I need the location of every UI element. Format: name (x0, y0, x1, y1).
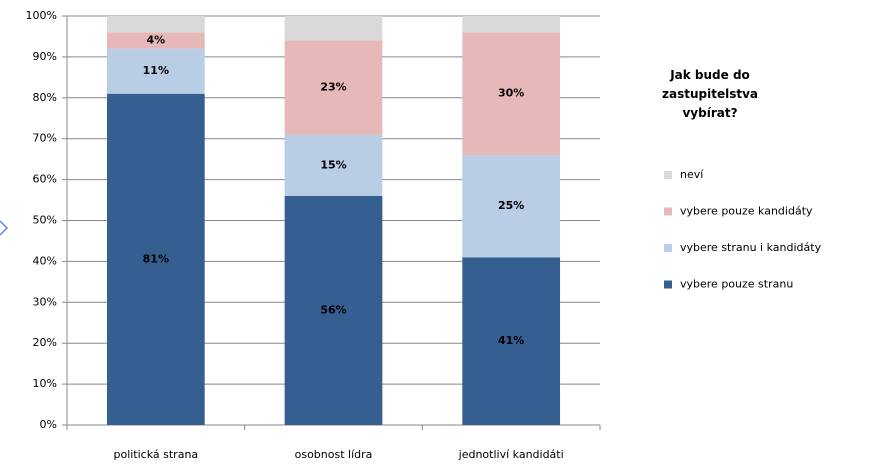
bar-segment (462, 32, 561, 156)
bar-segment (284, 40, 383, 135)
bar-segment (106, 48, 205, 94)
data-label: 15% (320, 158, 346, 171)
y-tick-label: 60% (33, 173, 57, 186)
data-label: 23% (320, 81, 346, 94)
bar-segment (462, 16, 561, 33)
legend-swatch (664, 280, 672, 289)
x-tick-label: politická strana (113, 448, 198, 461)
data-label: 41% (498, 334, 524, 347)
legend-label: neví (680, 168, 704, 181)
x-tick-label: osobnost lídra (295, 448, 373, 461)
y-tick-label: 90% (33, 50, 57, 63)
bar-segment (284, 134, 383, 196)
y-tick-label: 70% (33, 132, 57, 145)
y-tick-label: 100% (26, 9, 57, 22)
legend-swatch (664, 171, 672, 179)
bar-segment (284, 16, 383, 41)
bar-segment (106, 32, 205, 49)
data-label: 25% (498, 199, 524, 212)
bar-segment (106, 93, 205, 426)
legend-label: vybere pouze stranu (680, 278, 793, 291)
legend-swatch (664, 244, 672, 252)
bar-segment (106, 16, 205, 33)
legend-label: vybere pouze kandidáty (680, 205, 813, 218)
data-label: 56% (320, 303, 346, 316)
y-tick-label: 10% (33, 377, 57, 390)
y-tick-label: 80% (33, 91, 57, 104)
y-tick-label: 0% (40, 418, 57, 431)
legend-label: vybere stranu i kandidáty (680, 241, 822, 254)
data-label: 81% (143, 252, 169, 265)
y-tick-label: 20% (33, 336, 57, 349)
data-label: 30% (498, 87, 524, 100)
legend-swatch (664, 207, 672, 216)
bar-segment (462, 155, 561, 258)
y-tick-label: 40% (33, 254, 57, 267)
data-label: 11% (143, 64, 169, 77)
legend-title: Jak bude do zastupitelstva vybírat? (662, 68, 758, 120)
bar-segment (462, 257, 561, 425)
y-tick-label: 30% (33, 295, 57, 308)
x-tick-label: jednotliví kandidáti (458, 448, 564, 461)
chevron (0, 220, 9, 236)
y-tick-label: 50% (33, 214, 57, 227)
bar-segment (284, 195, 383, 425)
data-label: 4% (146, 34, 165, 47)
